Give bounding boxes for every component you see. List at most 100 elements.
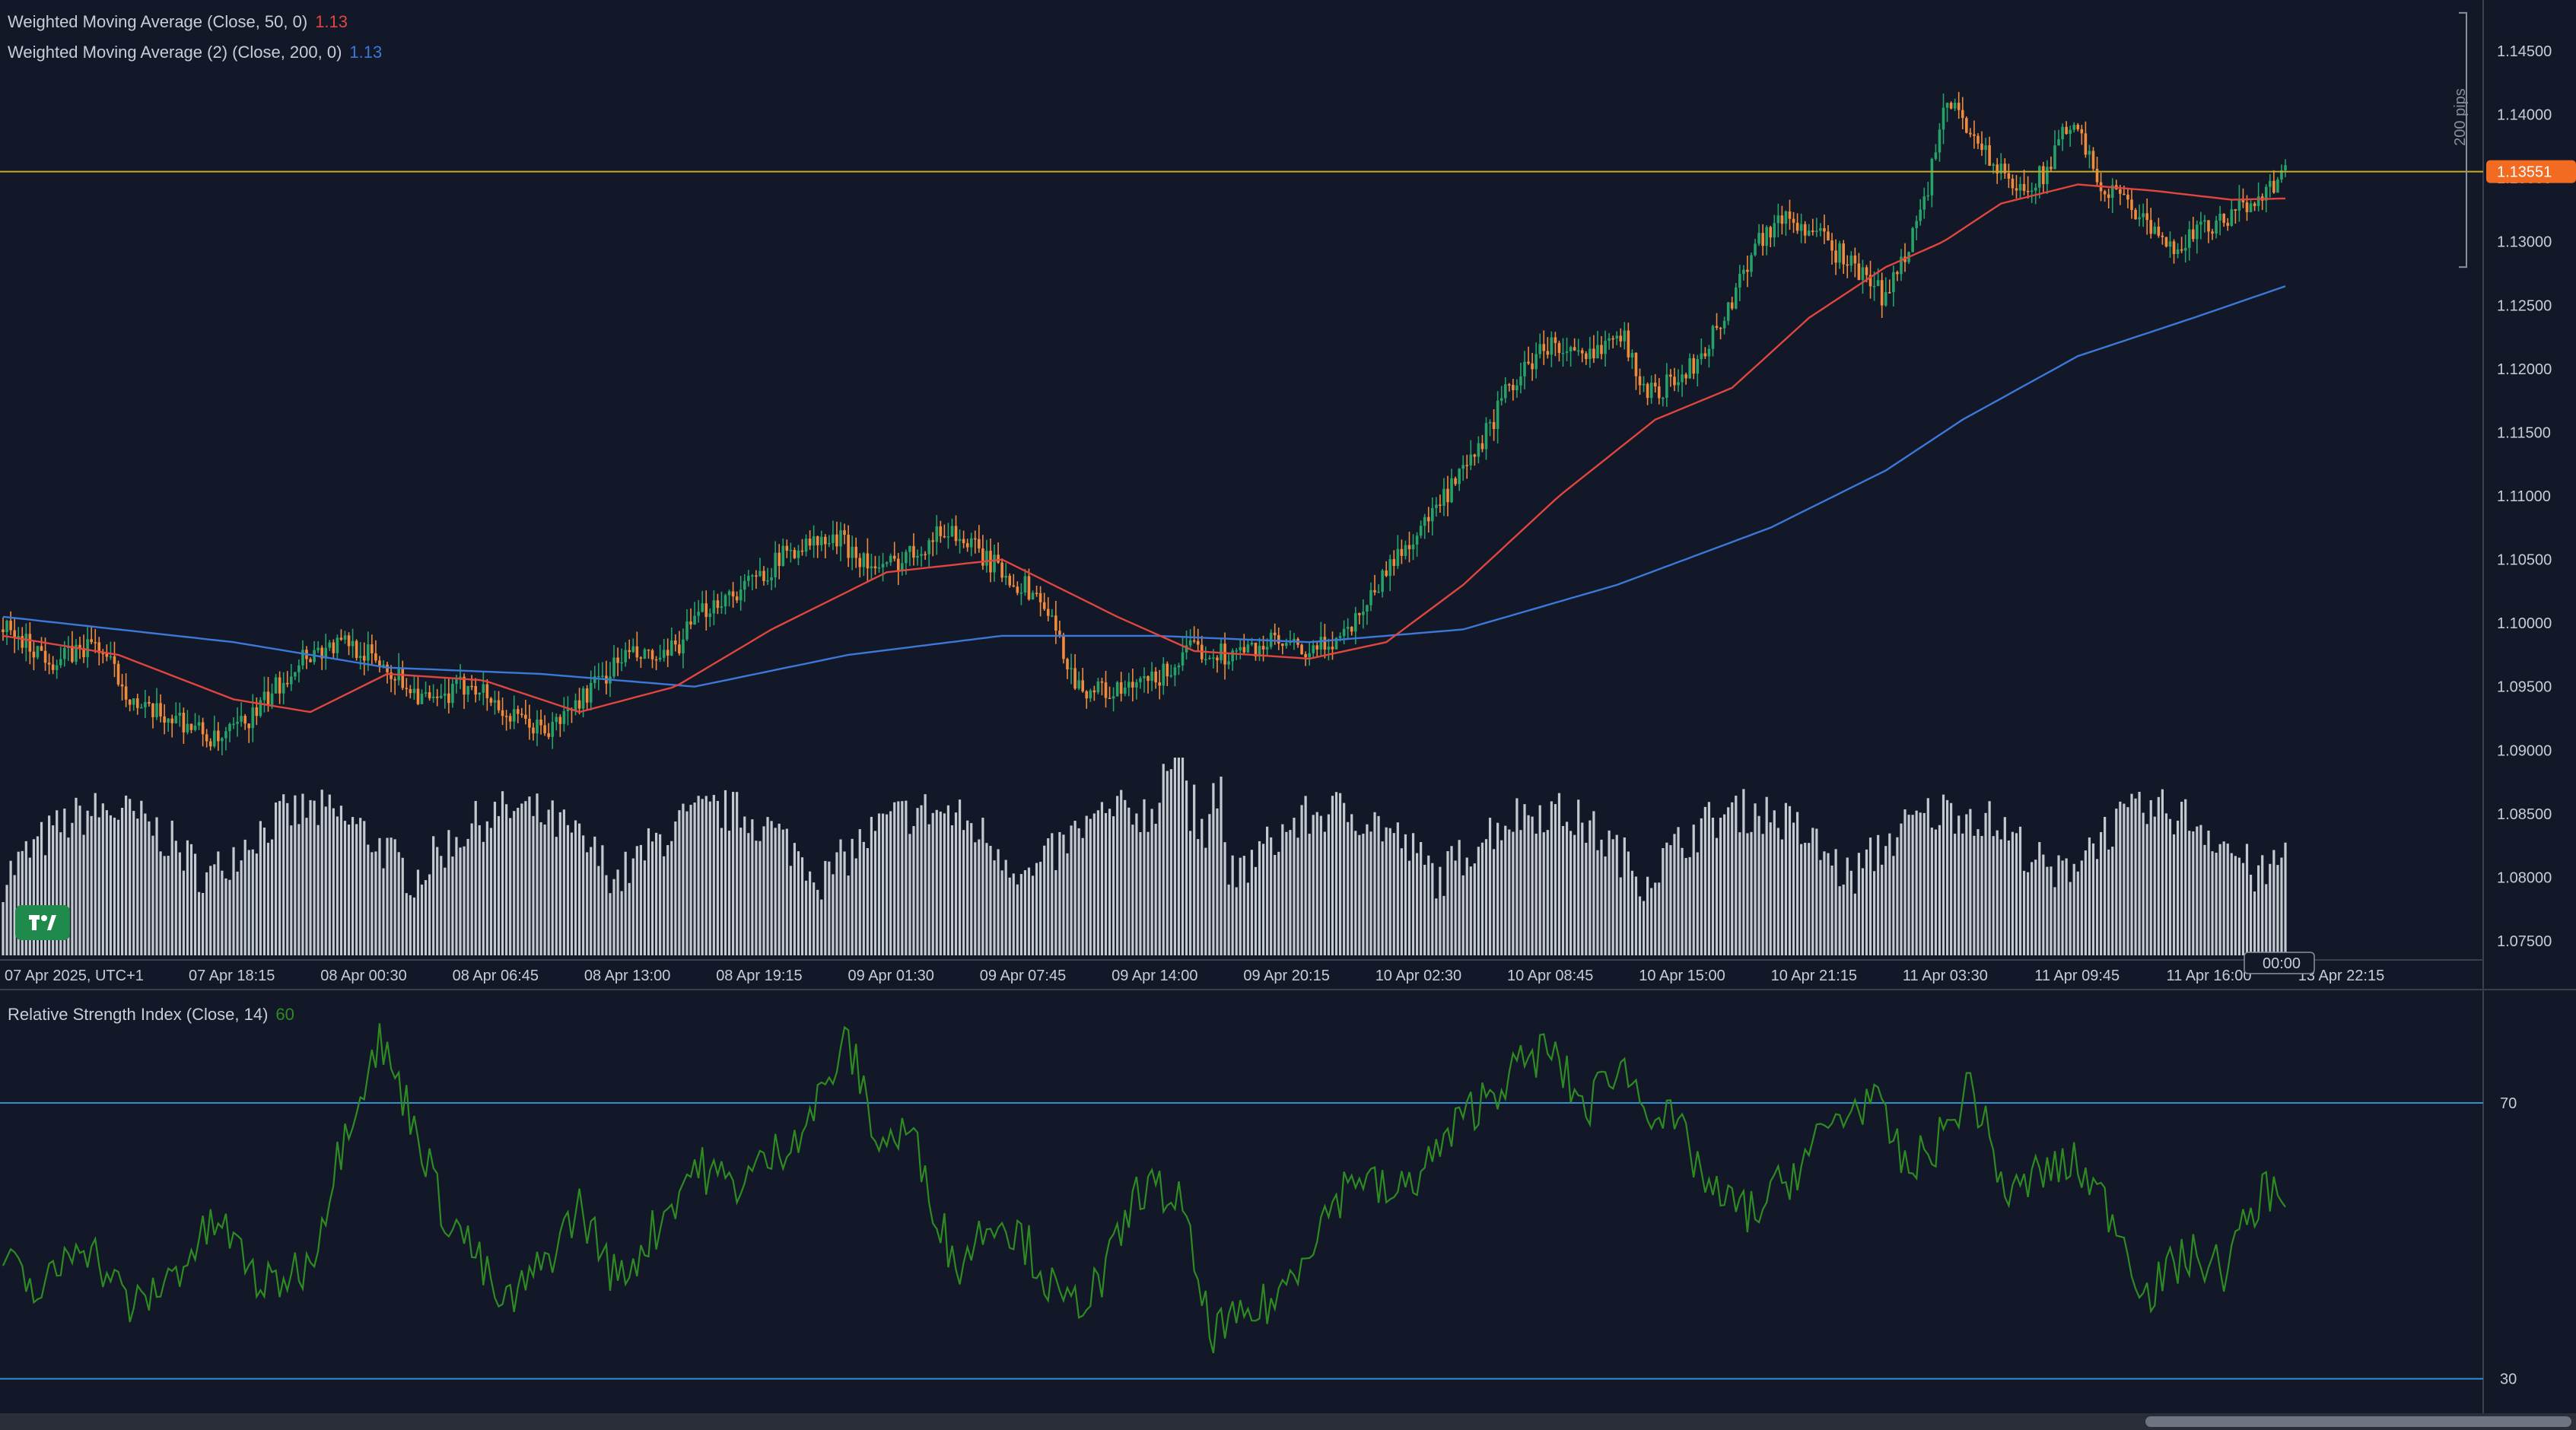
tradingview-logo-icon[interactable] <box>15 905 70 940</box>
candle-body <box>901 563 904 571</box>
volume-bar <box>893 802 896 955</box>
volume-bar <box>497 815 501 955</box>
candle-body <box>1419 526 1423 536</box>
horizontal-scrollbar[interactable] <box>0 1413 2576 1430</box>
candle-body <box>1965 118 1968 133</box>
volume-bar <box>1166 771 1169 955</box>
candle-body <box>731 591 735 597</box>
volume-bar <box>1454 860 1457 955</box>
volume-bar <box>332 808 335 955</box>
candle-body <box>1162 663 1166 686</box>
volume-bar <box>989 846 992 955</box>
candle-body <box>1250 642 1254 645</box>
candle-body <box>562 710 566 724</box>
candle-body <box>969 538 973 548</box>
volume-bar <box>659 834 662 955</box>
volume-bar <box>1519 830 1522 955</box>
volume-bar <box>950 825 954 955</box>
candle-body <box>2042 166 2045 185</box>
candle-body <box>316 647 320 650</box>
candle-body <box>716 600 720 609</box>
volume-bar <box>2027 872 2030 955</box>
volume-bar <box>1934 829 1938 955</box>
volume-bar <box>962 830 965 955</box>
candle-body <box>543 725 546 734</box>
volume-bar <box>328 794 331 955</box>
candle-body <box>2130 199 2133 210</box>
candle-body <box>186 723 189 732</box>
candle-body <box>1415 535 1419 545</box>
volume-bar <box>1066 853 1069 955</box>
candle-body <box>2268 180 2272 187</box>
candle-body <box>577 700 581 709</box>
candle-body <box>2153 226 2157 234</box>
candle-body <box>1131 682 1134 688</box>
candle-body <box>2026 190 2030 192</box>
candle-body <box>1761 233 1764 246</box>
volume-bar <box>1012 873 1015 955</box>
candle-body <box>1143 675 1146 678</box>
volume-bar <box>1581 822 1584 955</box>
volume-bar <box>2199 825 2202 955</box>
volume-bar <box>1016 884 1019 955</box>
candle-body <box>978 539 981 548</box>
volume-bar <box>739 828 743 955</box>
volume-bar <box>1477 847 1480 955</box>
volume-bar <box>232 847 235 955</box>
volume-bar <box>1842 884 1845 955</box>
volume-bar <box>528 796 531 955</box>
candle-body <box>539 720 542 726</box>
candle-body <box>704 603 708 618</box>
candle-body <box>1512 384 1515 390</box>
candle-body <box>124 686 128 700</box>
candle-body <box>1073 668 1077 689</box>
candle-body <box>1038 593 1042 602</box>
candle-body <box>135 698 139 708</box>
candle-body <box>985 551 988 566</box>
candle-body <box>281 682 285 694</box>
legend-wma50: Weighted Moving Average (Close, 50, 0) 1.… <box>8 12 348 32</box>
legend-wma200-value: 1.13 <box>349 43 383 62</box>
volume-bar <box>228 879 231 955</box>
scrollbar-thumb[interactable] <box>2145 1416 2571 1427</box>
volume-bar <box>1047 838 1050 955</box>
volume-bar <box>1139 831 1142 955</box>
candle-body <box>2107 194 2110 199</box>
volume-bar <box>1043 845 1046 955</box>
price-tick-label: 1.08000 <box>2497 869 2552 886</box>
volume-bar <box>1427 855 1430 955</box>
candle-body <box>1688 358 1691 379</box>
volume-bar <box>262 827 266 955</box>
candle-body <box>682 639 685 653</box>
volume-bar <box>682 803 685 955</box>
volume-bar <box>1223 842 1226 955</box>
volume-bar <box>1823 851 1826 955</box>
candle-body <box>935 526 939 542</box>
candle-body <box>877 567 881 569</box>
volume-bar <box>217 851 220 955</box>
volume-bar <box>1957 815 1961 955</box>
volume-bar <box>136 818 139 955</box>
volume-bar <box>270 839 274 955</box>
candle-body <box>485 684 489 698</box>
candle-body <box>1742 269 1745 275</box>
candle-body <box>1900 256 1903 275</box>
candle-body <box>1580 350 1584 354</box>
candle-body <box>2284 165 2287 170</box>
volume-bar <box>758 841 762 955</box>
volume-bar <box>386 837 389 955</box>
candle-body <box>712 600 716 614</box>
candle-body <box>1750 255 1753 272</box>
candle-body <box>2123 193 2126 195</box>
candle-body <box>1722 320 1726 329</box>
candle-body <box>981 548 984 566</box>
candle-body <box>1366 605 1369 612</box>
volume-bar <box>424 880 428 955</box>
volume-bar <box>1592 811 1595 955</box>
candle-body <box>1646 383 1649 399</box>
candle-body <box>2253 203 2256 206</box>
candle-body <box>1484 423 1488 450</box>
volume-bar <box>693 802 696 955</box>
volume-bar <box>1585 843 1588 955</box>
